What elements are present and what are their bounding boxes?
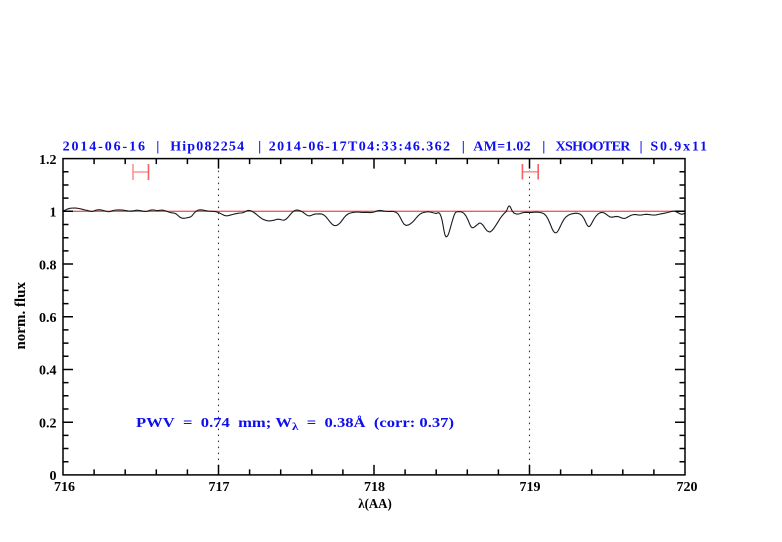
svg-text:0: 0 [50, 469, 57, 484]
svg-text:0.8: 0.8 [39, 258, 57, 273]
svg-text:717: 717 [209, 480, 230, 495]
svg-text:norm. flux: norm. flux [13, 282, 29, 350]
svg-text:2014-06-16|Hip082254|2014-06-1: 2014-06-16 | Hip082254 | 2014-06-17T04:33:46… [63, 139, 707, 154]
svg-text:PWV = 0.74 mm; Wλ = 0.38Å: PWV = 0.74 mm; Wλ = 0.38Å (corr: 0.37) [136, 415, 454, 433]
svg-text:0.6: 0.6 [39, 311, 57, 326]
svg-text:1.2: 1.2 [39, 153, 57, 168]
svg-text:718: 718 [364, 480, 385, 495]
svg-text:0.2: 0.2 [39, 416, 57, 431]
svg-text:716: 716 [54, 480, 75, 495]
svg-text:1: 1 [50, 206, 57, 221]
svg-text:λ(AA): λ(AA) [358, 497, 392, 512]
svg-text:720: 720 [677, 480, 698, 495]
svg-text:0.4: 0.4 [39, 364, 57, 379]
svg-text:719: 719 [520, 480, 541, 495]
